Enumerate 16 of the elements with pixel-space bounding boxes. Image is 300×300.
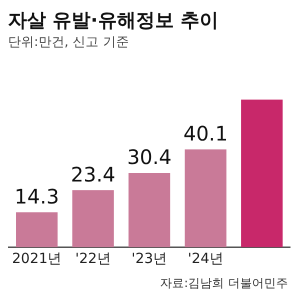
bar (184, 149, 226, 248)
x-tick-label: '24년 (188, 251, 224, 268)
x-tick-label: 2021년 (12, 251, 62, 268)
bar (241, 100, 283, 248)
data-label: 14.3 (14, 184, 60, 209)
data-label: 30.4 (127, 145, 172, 170)
chart-title: 자살 유발·유해정보 추이 (8, 9, 218, 32)
chart-subtitle: 단위:만건, 신고 기준 (8, 34, 129, 50)
bar (16, 212, 58, 248)
x-tick-label: '22년 (75, 251, 111, 268)
bar (128, 173, 170, 248)
x-tick-label: '23년 (132, 251, 168, 268)
text: 자료:김남희 더불어민주 (160, 276, 288, 290)
data-label: 40.1 (183, 122, 228, 146)
bar (72, 190, 114, 248)
data-label: 23.4 (70, 162, 116, 186)
